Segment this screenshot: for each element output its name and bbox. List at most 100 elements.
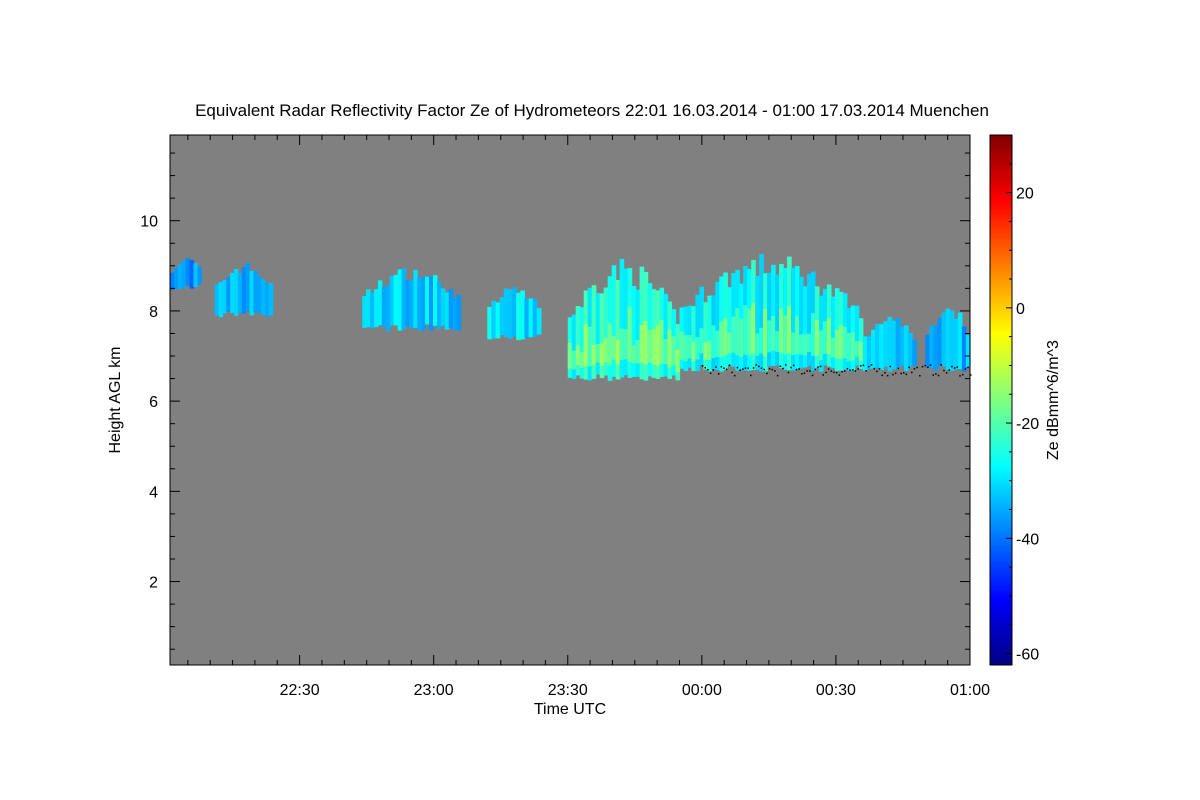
echo-column <box>619 259 625 378</box>
echo-core <box>711 325 716 359</box>
cloud-base-dot <box>846 368 849 370</box>
cloud-base-dot <box>707 369 709 371</box>
echo-column <box>904 325 909 371</box>
echo-core <box>599 343 605 366</box>
cloud-base-dot <box>776 374 779 377</box>
echo-column <box>397 269 403 331</box>
echo-column <box>707 295 712 372</box>
y-axis-label: Height AGL km <box>107 346 124 453</box>
echo-column <box>647 283 653 377</box>
echo-column <box>448 288 454 328</box>
echo-core <box>743 305 748 355</box>
echo-column <box>226 276 231 312</box>
cloud-base-dot <box>734 374 736 377</box>
echo-core <box>838 325 844 359</box>
echo-column <box>425 276 430 325</box>
echo-column <box>401 268 406 330</box>
echo-column <box>253 271 258 313</box>
cloud-base-dot <box>827 368 830 370</box>
cloud-base-dot <box>970 374 972 376</box>
echo-column <box>268 283 274 316</box>
echo-column <box>265 283 270 317</box>
colorbar <box>989 134 1013 666</box>
cloud-base-dot <box>849 369 851 371</box>
cloud-base-dot <box>886 374 889 377</box>
echo-core <box>683 335 689 362</box>
echo-segment <box>214 262 274 318</box>
echo-core <box>814 319 820 356</box>
cloud-base-dot <box>951 365 953 368</box>
echo-core <box>587 326 593 367</box>
echo-column <box>799 276 804 369</box>
echo-core <box>731 316 736 353</box>
cloud-base-dot <box>760 367 763 369</box>
x-tick-label: 23:00 <box>414 682 454 699</box>
cloud-base-dot <box>953 367 956 369</box>
echo-column <box>611 265 617 377</box>
echo-column <box>177 264 183 289</box>
echo-segment <box>170 258 202 291</box>
echo-column <box>571 314 577 380</box>
echo-column <box>193 263 198 287</box>
echo-column <box>875 324 880 368</box>
echo-column <box>512 287 517 337</box>
cloud-base-dot <box>709 372 712 374</box>
echo-core <box>739 319 744 357</box>
echo-core <box>591 345 597 365</box>
echo-column <box>499 297 505 336</box>
cloud-base-dot <box>929 364 932 366</box>
cloud-base-dot <box>937 374 940 377</box>
echo-column <box>887 317 893 372</box>
cloud-base-dot <box>790 366 792 369</box>
echo-column <box>615 279 621 380</box>
cloud-base-dot <box>717 373 720 375</box>
y-tick-label: 4 <box>149 484 158 501</box>
cloud-base-dot <box>803 372 806 374</box>
echo-column <box>370 292 375 329</box>
echo-core <box>595 344 601 363</box>
cloud-base-dot <box>959 375 961 377</box>
echo-column <box>170 272 175 291</box>
cloud-base-dot <box>758 365 760 368</box>
echo-column <box>591 285 597 379</box>
cloud-base-dots <box>701 364 972 377</box>
cloud-base-dot <box>873 367 875 370</box>
cloud-base-dot <box>768 368 771 370</box>
echo-column <box>197 266 202 285</box>
cloud-base-dot <box>830 370 833 372</box>
cloud-base-dot <box>903 372 905 374</box>
echo-column <box>961 326 967 372</box>
echo-column <box>941 312 947 367</box>
echo-core <box>787 306 792 354</box>
echo-core <box>759 327 764 354</box>
echo-column <box>405 280 410 327</box>
echo-core <box>763 308 768 357</box>
echo-segment <box>679 254 864 372</box>
cloud-base-dot <box>838 374 841 376</box>
cloud-base-dot <box>817 366 819 368</box>
echo-core <box>631 344 637 364</box>
echo-segment <box>925 308 971 372</box>
echo-column <box>230 272 235 313</box>
echo-core <box>647 329 653 363</box>
echo-column <box>623 268 629 376</box>
cloud-base-dot <box>728 364 731 366</box>
echo-column <box>957 312 963 369</box>
echo-core <box>623 329 629 360</box>
cloud-base-dot <box>967 366 969 369</box>
cloud-base-dot <box>945 372 948 374</box>
echo-column <box>937 318 943 366</box>
y-tick-label: 6 <box>149 394 158 411</box>
echo-core <box>655 325 661 366</box>
echo-column <box>261 279 266 315</box>
x-tick-label: 00:30 <box>816 682 856 699</box>
cloud-base-dot <box>806 370 808 372</box>
echo-column <box>791 267 796 371</box>
cloud-base-dot <box>956 366 959 368</box>
echo-core <box>842 326 848 359</box>
echo-column <box>862 336 868 371</box>
echo-core <box>826 317 832 355</box>
cloud-base-dot <box>720 366 723 368</box>
cloud-base-dot <box>752 367 755 369</box>
cloud-base-dot <box>739 369 741 371</box>
